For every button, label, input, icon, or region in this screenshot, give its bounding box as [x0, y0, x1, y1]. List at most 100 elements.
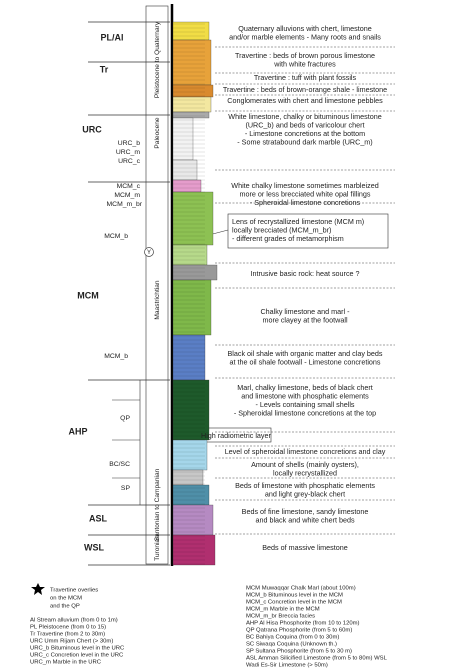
legend-entry: AHP Al Hisa Phosphorite (from 10 to 120m…: [246, 621, 360, 627]
subunit-label: URC_m: [116, 149, 141, 156]
legend-note: Travertine overlies: [50, 588, 98, 594]
lithology-layer: [172, 279, 212, 336]
description-text: Beds of fine limestone, sandy limestone: [242, 507, 369, 516]
lithology-layer: [172, 21, 210, 41]
description-text: White limestone, chalky or bituminous li…: [228, 112, 381, 121]
subunit-label: QP: [120, 415, 130, 422]
subunit-label: MCM_c: [117, 183, 141, 190]
lithology-layer: [172, 111, 210, 119]
lithology-layer: [172, 264, 218, 281]
marker-label: Y: [147, 250, 151, 256]
subunit-label: MCM_b: [104, 353, 128, 360]
legend-entry: Wadi Es-Sir Limestone (> 50m): [246, 663, 328, 669]
legend-entry: MCM Muwaqqar Chalk Marl (about 100m): [246, 586, 356, 592]
description-text: Travertine : beds of brown porous limest…: [235, 51, 375, 60]
description-text: Travertine : beds of brown-orange shale …: [223, 85, 387, 94]
legend-entry: ASL Amman Silicified Limestone (from 5 t…: [246, 656, 388, 662]
subunit-label: BC/SC: [109, 461, 130, 468]
age-label: Turonian: [154, 535, 161, 561]
description-text: High radiometric layer: [201, 431, 272, 440]
description-text: and limestone with phosphatic elements: [241, 392, 369, 401]
lithology-layer: [172, 39, 212, 86]
description-text: - Spheroidal limestone concretions at th…: [234, 409, 376, 418]
lithology-layer: [172, 179, 202, 193]
legend-entry: SC Siwaqa Coquina (Unknown th.): [246, 642, 337, 648]
legend-entry: SP Sultana Phosphorite (from 5 to 30 m): [246, 649, 352, 655]
legend-note: and the QP: [50, 604, 80, 610]
description-text: Conglomerates with chert and limestone p…: [227, 96, 383, 105]
description-text: - different grades of metamorphism: [232, 234, 344, 243]
legend-entry: URC_b Bituminous level in the URC: [30, 646, 125, 652]
subunit-label: URC_c: [118, 158, 141, 165]
age-label: Paleocene: [154, 117, 161, 148]
description-text: Beds of limestone with phosphatic elemen…: [235, 481, 375, 490]
legend-entry: BC Bahiya Coquina (from 0 to 30m): [246, 635, 339, 641]
subunit-label: MCM_m: [114, 192, 140, 199]
description-text: Lens of recrystallized limestone (MCM m): [232, 217, 364, 226]
unit-label: PL/Al: [100, 32, 123, 42]
lithology-layer: [172, 504, 214, 536]
description-text: locally brecciated (MCM_m_br): [232, 226, 331, 235]
description-text: Amount of shells (mainly oysters),: [251, 460, 359, 469]
legend-entry: URC_c Concretion level in the URC: [30, 653, 124, 659]
description-text: - Limestone concretions at the bottom: [245, 129, 365, 138]
description-text: Beds of massive limestone: [262, 543, 348, 552]
subunit-label: MCM_m_br: [107, 201, 143, 208]
description-text: Chalky limestone and marl -: [260, 307, 350, 316]
legend-entry: Tr Travertine (from 2 to 30m): [30, 632, 105, 638]
unit-label: WSL: [84, 542, 104, 552]
description-text: and light grey-black chert: [265, 490, 345, 499]
age-label: Santonian to Campanian: [154, 468, 161, 541]
unit-label: URC: [82, 124, 102, 134]
description-text: at the oil shale footwall - Limestone co…: [229, 358, 380, 367]
description-text: more or less brecciated white opal filli…: [239, 190, 370, 199]
description-text: Travertine : tuff with plant fossils: [254, 73, 357, 82]
unit-label: Tr: [100, 64, 109, 74]
lithology-layer: [172, 159, 198, 181]
legend-entry: MCM_b Bituminous level in the MCM: [246, 593, 343, 599]
subunit-label: MCM_b: [104, 233, 128, 240]
age-column: [145, 5, 169, 565]
unit-label: ASL: [89, 513, 108, 523]
lithology-layer: [172, 96, 212, 113]
lithology-layer: [172, 334, 206, 381]
legend-entry: PL Pleistocene (from 0 to 15): [30, 625, 106, 631]
legend-entry: URC Umm Rijam Chert (> 30m): [30, 639, 113, 645]
description-text: Black oil shale with organic matter and …: [227, 349, 382, 358]
age-label: Pleistocene to Quaternary: [154, 21, 161, 98]
callout-box: [227, 213, 389, 249]
description-text: - Some stratabound dark marble (URC_m): [237, 138, 372, 147]
description-text: - Spheroidal limestone concretions: [250, 198, 361, 207]
description-text: Marl, chalky limestone, beds of black ch…: [237, 383, 372, 392]
lithology-layer: [172, 534, 216, 566]
unit-label: MCM: [77, 290, 99, 300]
description-text: - Levels containing small shells: [255, 400, 354, 409]
lithology-layer: [172, 469, 204, 486]
legend-entry: MCM_m Marble in the MCM: [246, 607, 320, 613]
legend-star: [31, 583, 45, 595]
description-text: locally recrystallized: [273, 469, 337, 478]
description-text: with white fractures: [273, 60, 336, 69]
legend-entry: MCM_m_br Breccia facies: [246, 614, 315, 620]
age-label: Maastrichtian: [154, 280, 161, 320]
marker-circle: [144, 247, 154, 257]
subunit-label: SP: [121, 485, 131, 492]
description-text: Intrusive basic rock: heat source ?: [250, 269, 359, 278]
unit-label: AHP: [68, 426, 87, 436]
legend-entry: Al Stream alluvium (from 0 to 1m): [30, 618, 118, 624]
legend-entry: URC_m Marble in the URC: [30, 660, 102, 666]
legend-entry: QP Qatrana Phosphorite (from 5 to 60m): [246, 628, 352, 634]
description-text: and/or marble elements - Many roots and …: [229, 33, 381, 42]
lithology-layer: [172, 379, 210, 441]
description-text: and black and white chert beds: [255, 516, 354, 525]
lithology-layer: [172, 439, 208, 471]
description-text: Quaternary alluvions with chert, limesto…: [238, 24, 371, 33]
description-text: Level of spheroidal limestone concretion…: [225, 447, 386, 456]
description-text: (URC_b) and beds of varicolour chert: [245, 121, 364, 130]
lithology-layer: [172, 84, 214, 98]
lithology-layer: [172, 191, 214, 246]
legend-entry: MCM_c Concretion level in the MCM: [246, 600, 342, 606]
lithology-layer: [172, 117, 194, 161]
subunit-label: URC_b: [118, 140, 141, 147]
